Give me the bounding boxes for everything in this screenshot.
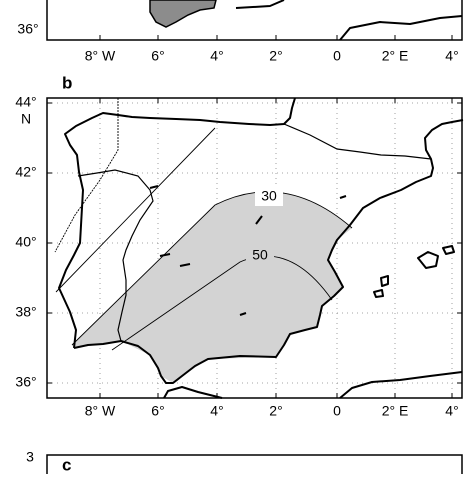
x-tick-label: 0 [333, 48, 341, 64]
x-tick-label: 2° [269, 48, 282, 64]
island [380, 275, 389, 287]
x-tick-label: 6° [151, 403, 164, 419]
x-tick-label: 2° E [382, 403, 409, 419]
contour-line [55, 127, 216, 293]
shaded-region [149, 0, 217, 28]
label-bg [255, 188, 283, 206]
island [373, 289, 384, 298]
island [442, 245, 455, 255]
panel-label: b [62, 73, 72, 92]
axis-unit: N [21, 111, 31, 127]
map-frame [46, 97, 463, 399]
coastline [339, 371, 463, 399]
label-bg [246, 247, 274, 265]
coastline [73, 119, 464, 384]
x-tick-label: 8° W [85, 48, 116, 64]
x-tick-label: 8° W [85, 403, 116, 419]
x-tick-label: 4° [445, 48, 458, 64]
border [77, 169, 154, 342]
x-tick-label: 4° [445, 403, 458, 419]
y-tick-label: 36° [15, 374, 36, 390]
panel-label: c [62, 455, 71, 474]
y-tick-label: 44° [15, 94, 36, 110]
contour-line [111, 255, 333, 351]
contour-label: 50 [252, 247, 268, 263]
contour-label: 30 [261, 188, 277, 204]
border [283, 123, 432, 160]
coastline [339, 15, 463, 41]
panel-c: c 3 [26, 449, 463, 479]
y-tick-label: 40° [15, 234, 36, 250]
x-tick-label: 2° [269, 403, 282, 419]
y-tick-label: 38° [15, 304, 36, 320]
x-tick-label: 0 [333, 403, 341, 419]
coastline [58, 97, 296, 349]
panel-a-map [46, 0, 463, 41]
y-tick-label: 42° [15, 164, 36, 180]
shaded-region [72, 191, 352, 383]
y-tick-label: 3 [26, 449, 34, 465]
y-tick-label: 36° [17, 21, 38, 37]
contour-line [54, 98, 119, 253]
coastline [235, 0, 285, 9]
x-tick-label: 4° [210, 403, 223, 419]
island [417, 251, 439, 269]
x-tick-label: 2° E [382, 48, 409, 64]
plot-frame [46, 454, 463, 479]
map-frame [46, 0, 463, 41]
x-tick-label: 6° [151, 48, 164, 64]
panel-b-map: 30 50 b N [21, 73, 464, 399]
coastline [163, 386, 223, 399]
x-tick-label: 4° [210, 48, 223, 64]
